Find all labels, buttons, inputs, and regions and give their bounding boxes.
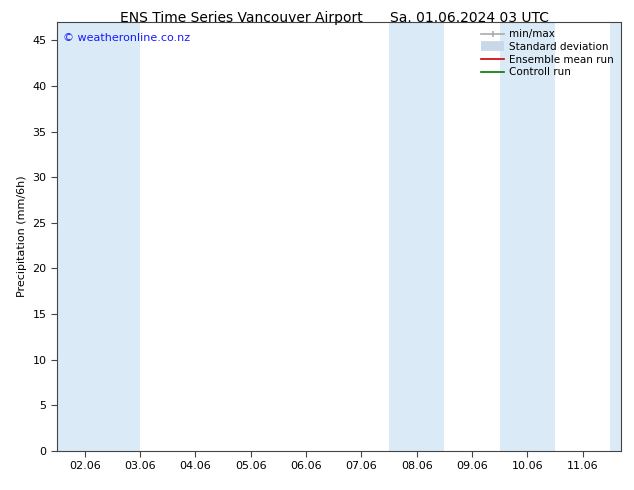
Y-axis label: Precipitation (mm/6h): Precipitation (mm/6h) <box>17 175 27 297</box>
Bar <box>611 22 621 451</box>
Text: © weatheronline.co.nz: © weatheronline.co.nz <box>63 33 190 43</box>
Bar <box>85 22 140 451</box>
Bar <box>389 22 444 451</box>
Text: ENS Time Series Vancouver Airport: ENS Time Series Vancouver Airport <box>120 11 362 25</box>
Bar <box>57 22 85 451</box>
Legend: min/max, Standard deviation, Ensemble mean run, Controll run: min/max, Standard deviation, Ensemble me… <box>479 27 616 79</box>
Text: Sa. 01.06.2024 03 UTC: Sa. 01.06.2024 03 UTC <box>390 11 548 25</box>
Bar <box>500 22 555 451</box>
